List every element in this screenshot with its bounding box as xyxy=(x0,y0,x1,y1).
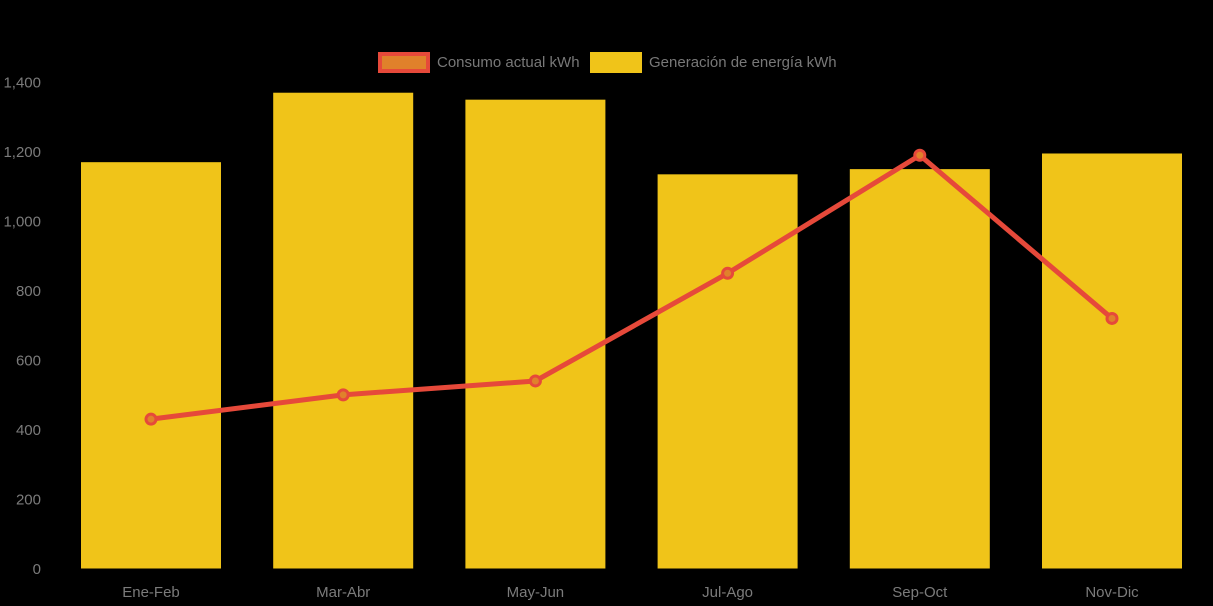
line-point-consumo xyxy=(336,388,350,402)
x-axis-category-label: Nov-Dic xyxy=(1085,584,1139,601)
y-axis-tick-label: 200 xyxy=(16,491,41,508)
bar-generacion xyxy=(849,169,990,569)
line-point-consumo xyxy=(913,148,927,162)
bar-generacion xyxy=(657,174,798,569)
legend-label-consumo: Consumo actual kWh xyxy=(437,54,580,71)
x-axis-category-label: Ene-Feb xyxy=(122,584,180,601)
legend-item-generacion[interactable]: Generación de energía kWh xyxy=(590,52,837,73)
x-axis-category-label: Sep-Oct xyxy=(892,584,948,601)
line-point-consumo xyxy=(144,412,158,426)
y-axis-tick-label: 1,000 xyxy=(3,213,41,230)
y-axis-tick-label: 1,400 xyxy=(3,75,41,92)
line-point-consumo xyxy=(1105,311,1119,325)
bar-generacion xyxy=(1042,153,1182,569)
legend-item-consumo-actual[interactable]: Consumo actual kWh xyxy=(378,52,580,73)
line-point-consumo xyxy=(528,374,542,388)
y-axis-tick-label: 800 xyxy=(16,283,41,300)
line-consumo xyxy=(148,152,1115,422)
legend-label-generacion: Generación de energía kWh xyxy=(649,54,837,71)
y-axis-tick-label: 600 xyxy=(16,352,41,369)
y-axis-tick-label: 400 xyxy=(16,422,41,439)
line-point-consumo xyxy=(721,266,735,280)
x-axis-category-label: Jul-Ago xyxy=(702,584,753,601)
x-axis-category-label: Mar-Abr xyxy=(316,584,370,601)
legend-swatch-consumo-line xyxy=(378,52,430,73)
legend-swatch-generacion-bar xyxy=(590,52,642,73)
y-axis-tick-label: 0 xyxy=(33,561,41,578)
y-axis-tick-label: 1,200 xyxy=(3,144,41,161)
bar-generacion xyxy=(465,99,606,569)
bar-generacion xyxy=(273,92,414,569)
bar-generacion xyxy=(81,162,221,569)
x-axis-category-label: May-Jun xyxy=(507,584,565,601)
